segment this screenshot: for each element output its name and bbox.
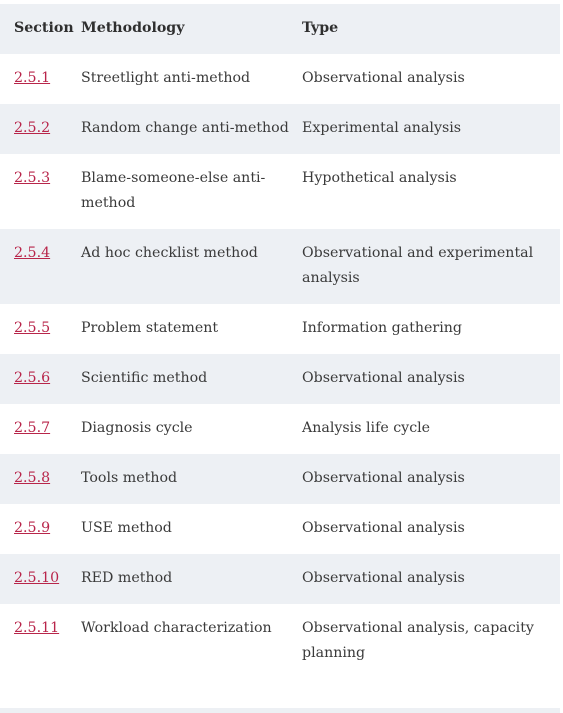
table-row: 2.5.7 Diagnosis cycle Analysis life cycl…: [0, 404, 560, 454]
section-link[interactable]: 2.5.9: [14, 520, 51, 536]
type-cell: Analysis life cycle: [302, 420, 431, 436]
methodology-cell: Workload characterization: [81, 620, 272, 636]
next-row-edge: [0, 708, 560, 713]
column-header-methodology: Methodology: [81, 4, 302, 54]
table-row: 2.5.11 Workload characterization Observa…: [0, 604, 560, 679]
section-cell: 2.5.11: [0, 604, 81, 679]
table-row: 2.5.1 Streetlight anti-method Observatio…: [0, 54, 560, 104]
table-row: 2.5.3 Blame-someone-else anti-method Hyp…: [0, 154, 560, 229]
column-header-section: Section: [0, 4, 81, 54]
section-link[interactable]: 2.5.7: [14, 420, 51, 436]
section-link[interactable]: 2.5.8: [14, 470, 51, 486]
type-cell: Observational analysis, capacity plannin…: [302, 620, 534, 661]
section-link[interactable]: 2.5.6: [14, 370, 51, 386]
table-header: Section Methodology Type: [0, 4, 560, 54]
type-cell: Observational analysis: [302, 520, 465, 536]
section-cell: 2.5.2: [0, 104, 81, 154]
type-cell: Experimental analysis: [302, 120, 462, 136]
table-row: 2.5.4 Ad hoc checklist method Observatio…: [0, 229, 560, 304]
table-row: 2.5.2 Random change anti-method Experime…: [0, 104, 560, 154]
type-cell: Observational analysis: [302, 70, 465, 86]
section-cell: 2.5.4: [0, 229, 81, 304]
type-cell: Hypothetical analysis: [302, 170, 457, 186]
table-body: 2.5.1 Streetlight anti-method Observatio…: [0, 54, 560, 679]
section-link[interactable]: 2.5.4: [14, 245, 51, 261]
type-cell: Information gathering: [302, 320, 462, 336]
type-cell: Observational analysis: [302, 370, 465, 386]
methodology-cell: Blame-someone-else anti-method: [81, 170, 266, 211]
methodology-cell: Ad hoc checklist method: [81, 245, 258, 261]
table-row: 2.5.8 Tools method Observational analysi…: [0, 454, 560, 504]
table-row: 2.5.10 RED method Observational analysis: [0, 554, 560, 604]
section-link[interactable]: 2.5.11: [14, 620, 60, 636]
table-row: 2.5.9 USE method Observational analysis: [0, 504, 560, 554]
methodology-table: Section Methodology Type 2.5.1 Streetlig…: [0, 4, 560, 679]
section-link[interactable]: 2.5.1: [14, 70, 51, 86]
type-cell: Observational analysis: [302, 570, 465, 586]
type-cell: Observational analysis: [302, 470, 465, 486]
methodology-cell: RED method: [81, 570, 173, 586]
section-cell: 2.5.6: [0, 354, 81, 404]
section-cell: 2.5.1: [0, 54, 81, 104]
methodology-cell: Tools method: [81, 470, 178, 486]
table-row: 2.5.6 Scientific method Observational an…: [0, 354, 560, 404]
column-header-type: Type: [302, 4, 560, 54]
header-row: Section Methodology Type: [0, 4, 560, 54]
section-link[interactable]: 2.5.10: [14, 570, 60, 586]
section-cell: 2.5.8: [0, 454, 81, 504]
section-cell: 2.5.9: [0, 504, 81, 554]
methodology-cell: Random change anti-method: [81, 120, 289, 136]
methodology-cell: Diagnosis cycle: [81, 420, 193, 436]
type-cell: Observational and experimental analysis: [302, 245, 534, 286]
methodology-cell: Problem statement: [81, 320, 219, 336]
section-link[interactable]: 2.5.2: [14, 120, 51, 136]
methodology-cell: Scientific method: [81, 370, 208, 386]
section-cell: 2.5.5: [0, 304, 81, 354]
methodology-cell: Streetlight anti-method: [81, 70, 251, 86]
methodology-cell: USE method: [81, 520, 172, 536]
section-link[interactable]: 2.5.5: [14, 320, 51, 336]
table-row: 2.5.5 Problem statement Information gath…: [0, 304, 560, 354]
section-cell: 2.5.7: [0, 404, 81, 454]
section-link[interactable]: 2.5.3: [14, 170, 51, 186]
section-cell: 2.5.10: [0, 554, 81, 604]
section-cell: 2.5.3: [0, 154, 81, 229]
